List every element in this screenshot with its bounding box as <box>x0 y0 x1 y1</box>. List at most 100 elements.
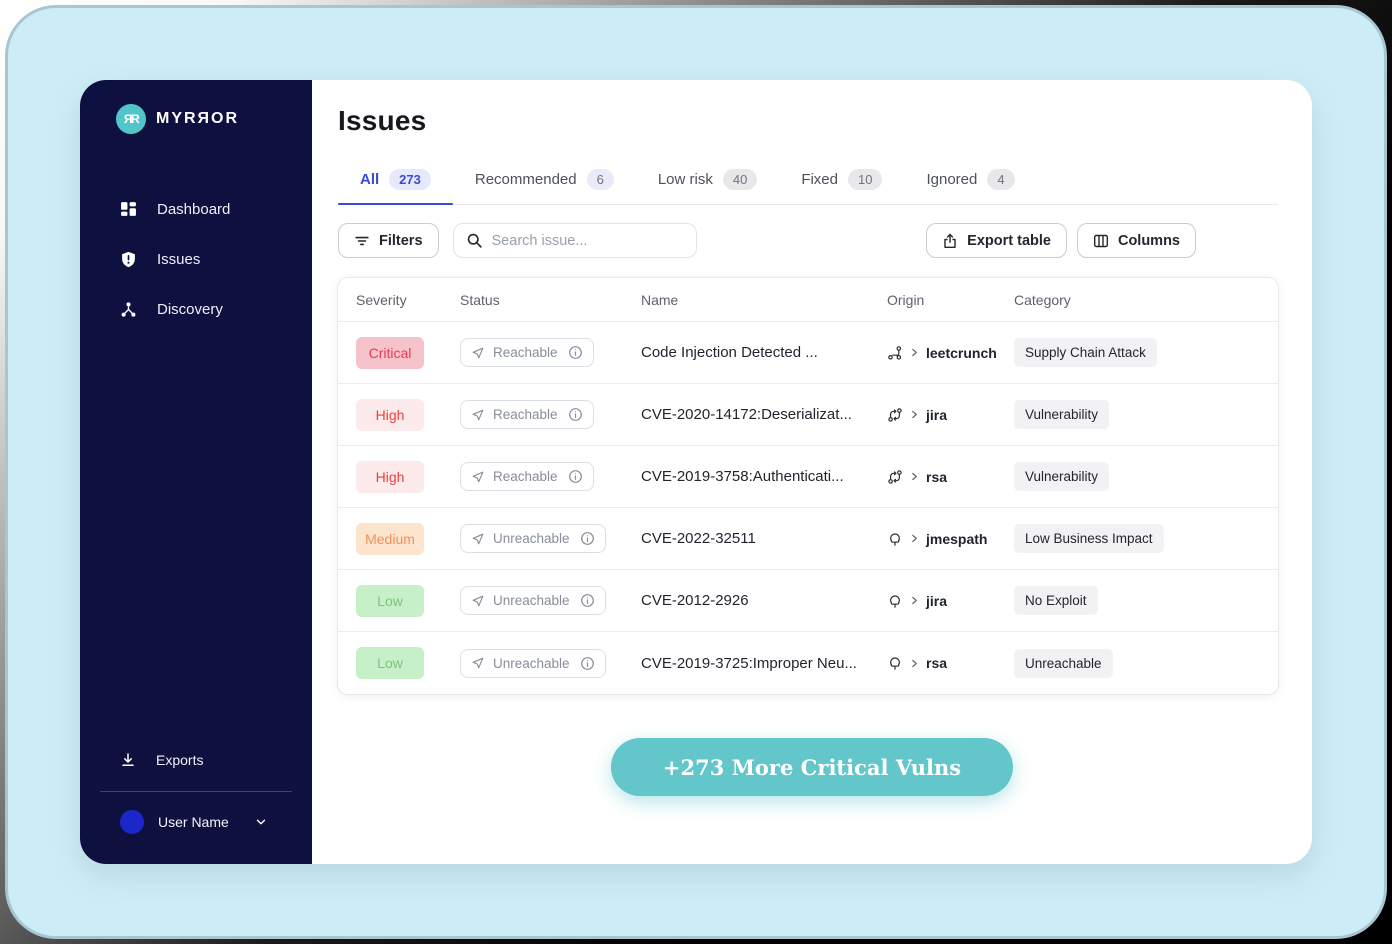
search-box[interactable] <box>452 223 697 258</box>
origin-cell: leetcrunch <box>887 345 1014 361</box>
status-label: Reachable <box>493 345 558 360</box>
status-button[interactable]: Reachable <box>460 400 594 429</box>
tab-ignored[interactable]: Ignored 4 <box>904 165 1036 204</box>
send-icon <box>471 532 485 546</box>
exports-label: Exports <box>156 752 204 768</box>
status-button[interactable]: Reachable <box>460 462 594 491</box>
sidebar-item-issues[interactable]: Issues <box>80 238 312 280</box>
columns-label: Columns <box>1117 232 1180 249</box>
issues-table: Severity Status Name Origin Category Cri… <box>338 278 1278 694</box>
tab-count-badge: 10 <box>848 169 883 190</box>
chevron-down-icon[interactable] <box>254 815 268 829</box>
sidebar-item-exports[interactable]: Exports <box>80 741 312 779</box>
origin-name[interactable]: leetcrunch <box>926 344 997 361</box>
severity-badge: High <box>356 460 424 493</box>
column-header-severity[interactable]: Severity <box>356 291 407 308</box>
table-row[interactable]: Medium Unreachable CVE-2022-32511 jmespa… <box>338 508 1278 570</box>
tab-count-badge: 6 <box>586 169 614 190</box>
status-button[interactable]: Unreachable <box>460 648 606 678</box>
info-icon[interactable] <box>568 345 583 360</box>
issue-name[interactable]: CVE-2019-3725:Improper Neu... <box>641 654 857 672</box>
main-content: Issues All 273 Recommended 6 Low risk 40… <box>312 80 1312 864</box>
issue-name[interactable]: CVE-2019-3758:Authenticati... <box>641 468 844 485</box>
tab-all[interactable]: All 273 <box>338 165 453 205</box>
origin-name[interactable]: rsa <box>926 468 948 485</box>
sidebar-item-label: Dashboard <box>157 200 231 218</box>
user-menu[interactable]: User Name <box>80 804 312 840</box>
tab-fixed[interactable]: Fixed 10 <box>779 165 904 204</box>
toolbar-right: Export table Columns <box>926 223 1196 258</box>
issue-name[interactable]: CVE-2012-2926 <box>641 592 749 609</box>
more-vulns-button[interactable]: +273 More Critical Vulns <box>610 738 1014 796</box>
origin-name[interactable]: rsa <box>926 655 948 671</box>
tab-label: Recommended <box>474 171 577 188</box>
filter-icon <box>354 233 370 249</box>
sidebar-nav: Dashboard Issues Discovery <box>80 188 312 330</box>
status-button[interactable]: Reachable <box>460 338 594 367</box>
severity-badge: Low <box>356 647 424 679</box>
info-icon[interactable] <box>580 531 595 546</box>
origin-cell: jira <box>887 407 1014 423</box>
category-badge: Supply Chain Attack <box>1014 338 1157 367</box>
tab-low-risk[interactable]: Low risk 40 <box>636 165 779 204</box>
table-row[interactable]: Critical Reachable Code Injection Detect… <box>338 322 1278 384</box>
table-header-row: Severity Status Name Origin Category <box>338 278 1278 322</box>
filters-button[interactable]: Filters <box>338 223 439 258</box>
columns-icon <box>1093 233 1109 249</box>
origin-cell: rsa <box>887 655 1014 671</box>
page-title: Issues <box>338 105 427 136</box>
table-row[interactable]: High Reachable CVE-2020-14172:Deserializ… <box>338 384 1278 446</box>
sidebar-item-discovery[interactable]: Discovery <box>80 288 312 330</box>
column-header-status[interactable]: Status <box>460 291 500 308</box>
status-button[interactable]: Unreachable <box>460 524 606 553</box>
chevron-right-icon <box>909 658 920 669</box>
avatar <box>120 810 144 834</box>
info-icon[interactable] <box>580 656 595 671</box>
tree-icon <box>887 531 903 547</box>
origin-name[interactable]: jmespath <box>926 530 988 547</box>
tab-count-badge: 40 <box>722 169 758 190</box>
export-label: Export table <box>967 232 1051 249</box>
send-icon <box>471 594 485 608</box>
sidebar-item-dashboard[interactable]: Dashboard <box>80 188 312 230</box>
columns-button[interactable]: Columns <box>1076 223 1196 258</box>
tree-icon <box>887 593 903 609</box>
export-table-button[interactable]: Export table <box>926 223 1067 258</box>
tab-label: Low risk <box>657 171 713 188</box>
severity-badge: Low <box>356 584 424 617</box>
chevron-right-icon <box>909 533 920 544</box>
info-icon[interactable] <box>568 407 583 422</box>
sidebar-item-label: Issues <box>157 250 201 268</box>
toolbar: Filters Export table <box>338 223 1278 258</box>
table-row[interactable]: Low Unreachable CVE-2019-3725:Improper N… <box>338 632 1278 694</box>
issue-name[interactable]: Code Injection Detected ... <box>641 344 818 361</box>
status-label: Unreachable <box>493 655 570 671</box>
category-badge: Low Business Impact <box>1014 524 1164 553</box>
table-row[interactable]: Low Unreachable CVE-2012-2926 jira No Ex… <box>338 570 1278 632</box>
chevron-right-icon <box>909 409 920 420</box>
issue-name[interactable]: CVE-2020-14172:Deserializat... <box>641 406 852 423</box>
category-badge: Vulnerability <box>1014 400 1110 429</box>
filters-label: Filters <box>379 232 423 249</box>
tab-label: Fixed <box>801 171 838 188</box>
network-icon <box>120 301 137 318</box>
origin-name[interactable]: jira <box>926 406 948 423</box>
column-header-origin[interactable]: Origin <box>887 291 925 308</box>
issue-name[interactable]: CVE-2022-32511 <box>641 530 756 547</box>
search-input[interactable] <box>491 232 684 249</box>
sidebar-bottom: Exports User Name <box>80 741 312 840</box>
origin-cell: jmespath <box>887 531 1014 547</box>
molecule-icon <box>887 345 903 361</box>
info-icon[interactable] <box>568 469 583 484</box>
origin-name[interactable]: jira <box>926 592 948 609</box>
app-window: ЯR MYRЯOR Dashboard Issues Dis <box>80 80 1312 864</box>
status-button[interactable]: Unreachable <box>460 586 606 615</box>
download-icon <box>120 752 136 768</box>
category-badge: Unreachable <box>1014 648 1113 678</box>
severity-badge: Medium <box>356 522 424 555</box>
table-row[interactable]: High Reachable CVE-2019-3758:Authenticat… <box>338 446 1278 508</box>
column-header-category[interactable]: Category <box>1014 291 1071 308</box>
tab-recommended[interactable]: Recommended 6 <box>453 165 636 204</box>
info-icon[interactable] <box>580 593 595 608</box>
column-header-name[interactable]: Name <box>641 291 679 308</box>
